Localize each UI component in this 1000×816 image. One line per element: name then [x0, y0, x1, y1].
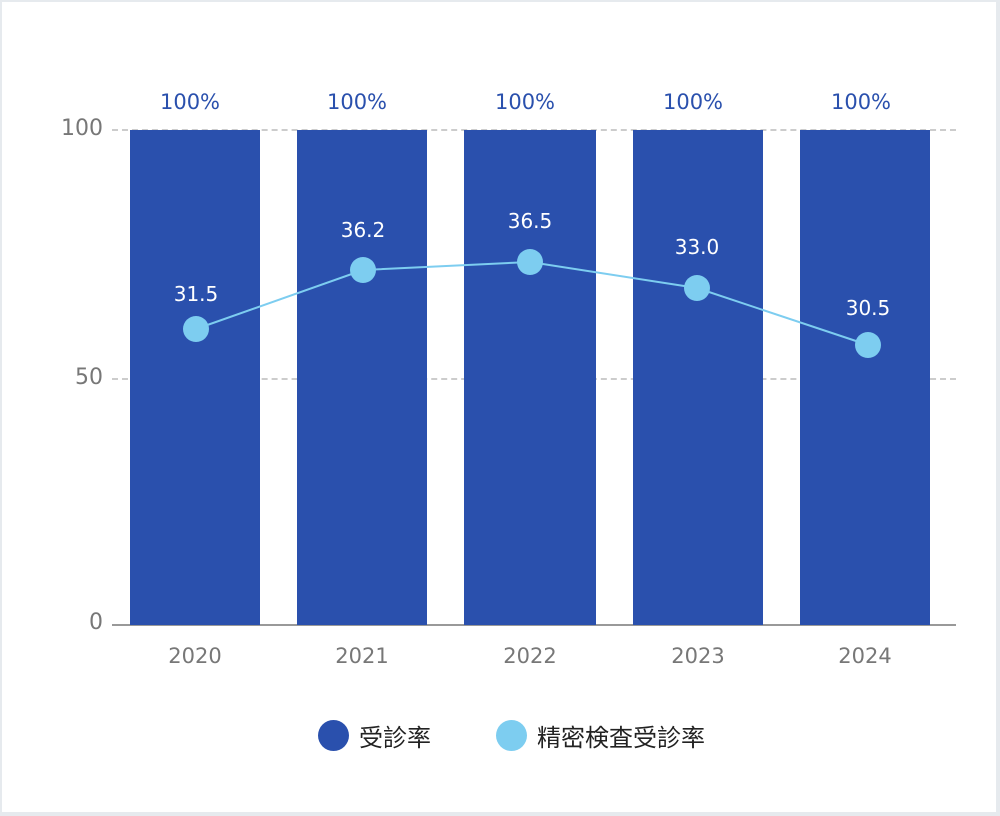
legend-swatch-dark-blue-icon	[318, 720, 349, 751]
line-point-2022	[517, 249, 543, 275]
bar-2023	[633, 130, 763, 625]
x-tick-2022: 2022	[503, 644, 557, 668]
x-tick-2024: 2024	[838, 644, 892, 668]
line-point-2023	[684, 275, 710, 301]
bar-2020	[130, 130, 260, 625]
line-label-2024: 30.5	[845, 296, 891, 320]
bar-label-2022: 100%	[494, 90, 556, 114]
x-axis-line	[112, 624, 956, 626]
x-tick-2021: 2021	[335, 644, 389, 668]
line-label-2020: 31.5	[173, 282, 219, 306]
bar-label-2024: 100%	[830, 90, 892, 114]
line-point-2020	[183, 316, 209, 342]
bar-label-2020: 100%	[159, 90, 221, 114]
bar-2024	[800, 130, 930, 625]
line-label-2022: 36.5	[507, 209, 553, 233]
y-tick-100: 100	[61, 116, 103, 141]
chart-legend: 受診率 精密検査受診率	[0, 718, 1000, 758]
legend-label-precision-exam-rate: 精密検査受診率	[537, 724, 705, 752]
legend-swatch-light-blue-icon	[496, 720, 527, 751]
y-tick-0: 0	[89, 610, 103, 635]
y-tick-50: 50	[75, 365, 103, 390]
line-point-2021	[350, 257, 376, 283]
x-tick-2023: 2023	[671, 644, 725, 668]
bar-2022	[464, 130, 596, 625]
legend-label-exam-rate: 受診率	[359, 724, 431, 752]
line-label-2021: 36.2	[340, 218, 386, 242]
legend-item-exam-rate: 受診率	[318, 718, 431, 753]
bar-2021	[297, 130, 427, 625]
legend-item-precision-exam-rate: 精密検査受診率	[496, 718, 705, 753]
bar-label-2021: 100%	[326, 90, 388, 114]
line-label-2023: 33.0	[674, 235, 720, 259]
x-tick-2020: 2020	[168, 644, 222, 668]
line-point-2024	[855, 332, 881, 358]
bar-label-2023: 100%	[662, 90, 724, 114]
